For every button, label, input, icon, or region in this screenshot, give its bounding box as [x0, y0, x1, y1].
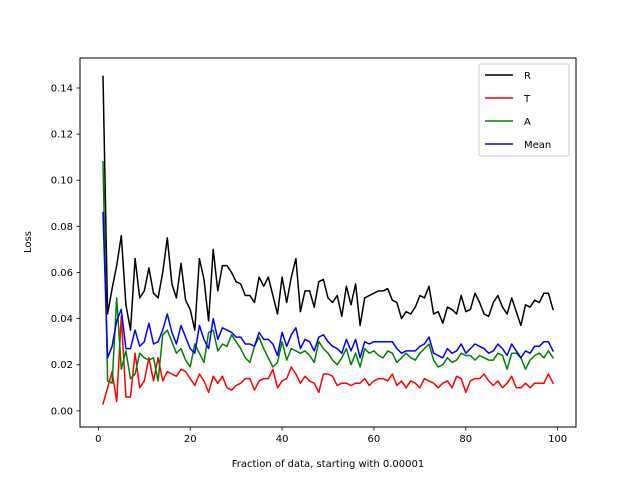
x-tick-label: 100 — [548, 434, 567, 445]
y-tick-label: 0.04 — [51, 314, 73, 325]
y-tick-label: 0.06 — [51, 268, 73, 279]
x-tick-label: 60 — [368, 434, 381, 445]
series-line-r — [102, 75, 554, 331]
legend: R T A Mean — [478, 63, 570, 157]
y-tick-label: 0.12 — [51, 130, 73, 141]
x-tick-label: 80 — [459, 434, 472, 445]
y-tick-label: 0.10 — [51, 176, 73, 187]
legend-label-t: T — [523, 94, 531, 105]
y-ticks: 0.00 0.02 0.04 0.06 0.08 0.10 0.12 0.14 — [51, 83, 80, 417]
x-ticks: 0 20 40 60 80 100 — [95, 427, 567, 445]
series-line-mean — [102, 211, 555, 359]
x-tick-label: 20 — [184, 434, 197, 445]
legend-label-mean: Mean — [524, 140, 551, 151]
x-tick-label: 40 — [276, 434, 289, 445]
y-tick-label: 0.02 — [51, 360, 73, 371]
legend-label-a: A — [524, 117, 531, 128]
x-tick-label: 0 — [95, 434, 101, 445]
axes-frame — [79, 57, 577, 428]
x-axis-label: Fraction of data, starting with 0.00001 — [232, 459, 424, 470]
y-tick-label: 0.00 — [51, 406, 73, 417]
y-tick-label: 0.14 — [51, 83, 73, 94]
legend-label-r: R — [524, 71, 531, 82]
series-line-a — [102, 161, 555, 384]
series-layer — [102, 75, 555, 405]
legend-box — [478, 63, 570, 157]
series-line-t — [102, 315, 555, 405]
axes-layer — [79, 57, 577, 428]
y-tick-label: 0.08 — [51, 222, 73, 233]
y-axis-label: Loss — [23, 231, 34, 253]
